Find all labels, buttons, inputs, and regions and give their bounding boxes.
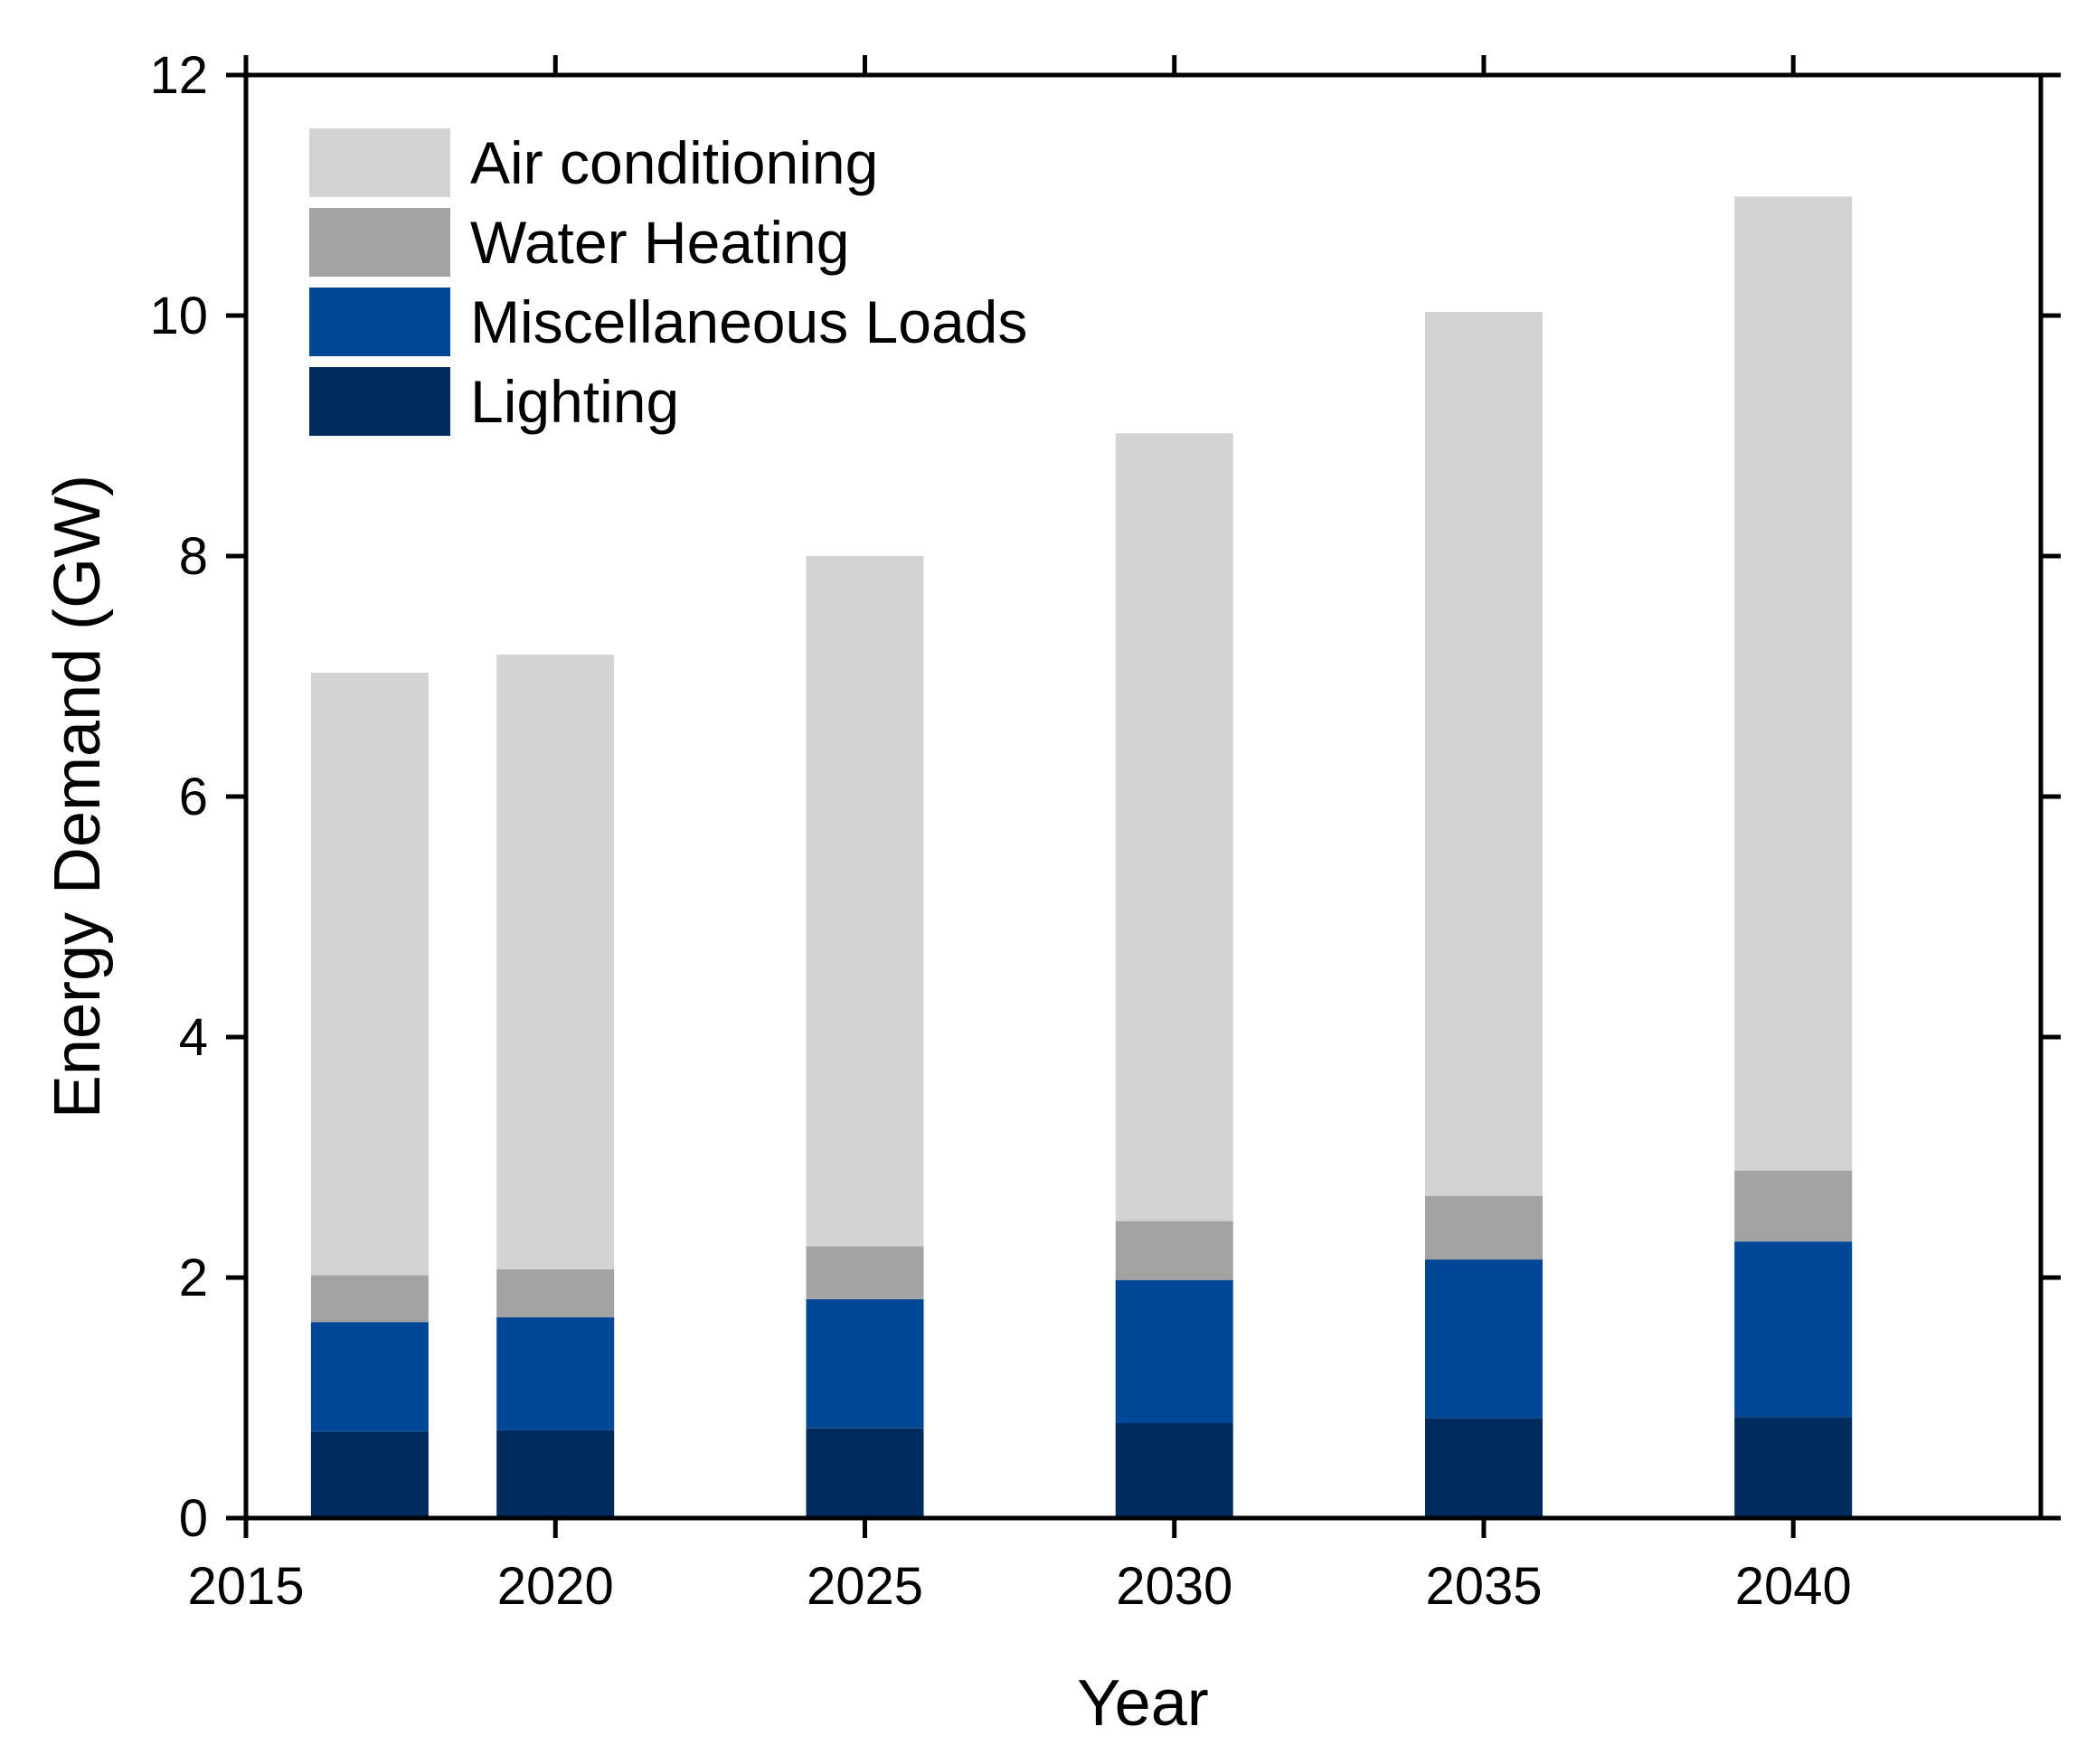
bar-lighting-2025 — [806, 1428, 924, 1519]
legend-label-miscellaneous-loads: Miscellaneous Loads — [470, 288, 1027, 355]
bar-water-heating-2030 — [1115, 1221, 1233, 1280]
bar-air-conditioning-2040 — [1734, 196, 1853, 1171]
x-tick-label-2035: 2035 — [1425, 1557, 1542, 1616]
bar-lighting-2017 — [310, 1431, 429, 1518]
legend-swatch-lighting — [309, 367, 450, 436]
bar-lighting-2040 — [1734, 1417, 1853, 1518]
legend-swatch-water-heating — [309, 208, 450, 277]
y-tick-label-2: 2 — [179, 1249, 208, 1307]
legend: Air conditioning Water Heating Miscellaneo… — [309, 128, 1027, 436]
bar-lighting-2020 — [496, 1429, 615, 1518]
x-tick-label-2015: 2015 — [187, 1557, 304, 1616]
bar-miscellaneous-loads-2035 — [1425, 1259, 1543, 1419]
bar-miscellaneous-loads-2040 — [1734, 1241, 1853, 1418]
y-tick-label-4: 4 — [179, 1008, 208, 1067]
x-tick-label-2020: 2020 — [497, 1557, 614, 1616]
bar-miscellaneous-loads-2020 — [496, 1316, 615, 1430]
bar-miscellaneous-loads-2030 — [1115, 1279, 1233, 1423]
y-tick-label-12: 12 — [149, 46, 208, 105]
legend-label-water-heating: Water Heating — [470, 209, 849, 276]
y-tick-label-10: 10 — [149, 287, 208, 345]
y-tick-label-8: 8 — [179, 527, 208, 586]
x-tick-label-2030: 2030 — [1116, 1557, 1232, 1616]
legend-label-lighting: Lighting — [470, 368, 679, 435]
bar-water-heating-2035 — [1425, 1195, 1543, 1260]
bar-lighting-2035 — [1425, 1418, 1543, 1518]
bars-group — [310, 196, 1853, 1519]
bar-water-heating-2017 — [310, 1275, 429, 1323]
y-tick-label-0: 0 — [179, 1489, 208, 1548]
y-tick-label-6: 6 — [179, 768, 208, 826]
y-axis-title: Energy Demand (GW) — [42, 475, 114, 1118]
bar-water-heating-2020 — [496, 1269, 615, 1317]
bar-air-conditioning-2017 — [310, 673, 429, 1276]
axis-ticks: 2015 2020 2025 2030 2035 2040 0 2 4 6 8 10 12 — [149, 46, 2061, 1616]
x-tick-label-2040: 2040 — [1735, 1557, 1852, 1616]
bar-air-conditioning-2025 — [806, 556, 924, 1247]
bar-air-conditioning-2020 — [496, 655, 615, 1269]
bar-water-heating-2040 — [1734, 1170, 1853, 1242]
bar-water-heating-2025 — [806, 1246, 924, 1299]
x-axis-title: Year — [1077, 1667, 1208, 1740]
bar-air-conditioning-2030 — [1115, 433, 1233, 1222]
legend-swatch-air-conditioning — [309, 128, 450, 197]
legend-swatch-miscellaneous-loads — [309, 288, 450, 356]
bar-miscellaneous-loads-2025 — [806, 1298, 924, 1429]
bar-lighting-2030 — [1115, 1422, 1233, 1518]
x-tick-label-2025: 2025 — [807, 1557, 923, 1616]
legend-label-air-conditioning: Air conditioning — [470, 129, 878, 196]
bar-air-conditioning-2035 — [1425, 312, 1543, 1196]
bar-miscellaneous-loads-2017 — [310, 1322, 429, 1432]
